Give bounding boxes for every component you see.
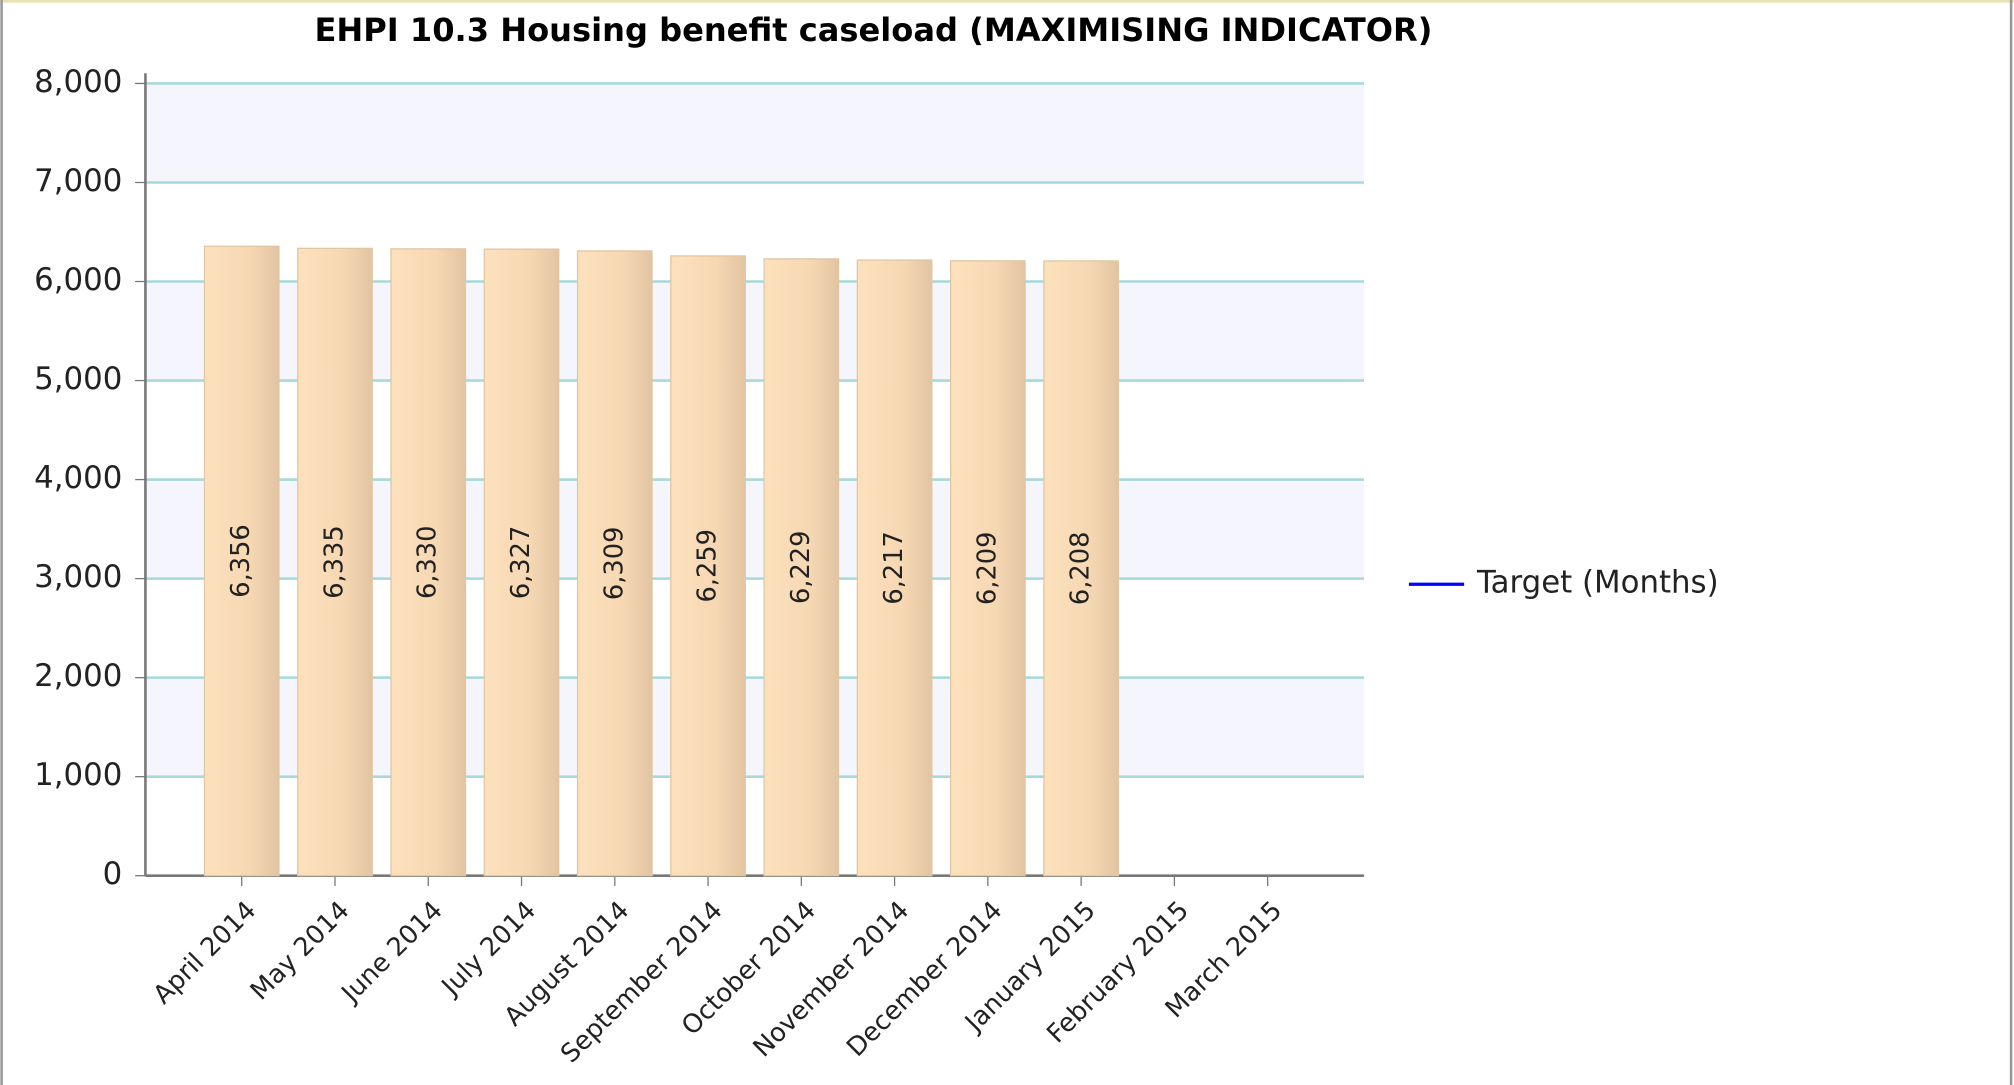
data-label: 6,327 [506,526,536,600]
data-label: 6,259 [693,529,723,603]
y-tick-label: 0 [103,856,123,892]
data-label: 6,330 [413,526,443,600]
bar [949,260,1026,877]
bar [670,255,746,877]
y-tick-label: 3,000 [34,559,122,595]
bar [390,248,467,877]
bar [856,259,933,877]
data-label: 6,217 [879,531,909,605]
bar [1043,260,1120,877]
bar [763,258,840,877]
bar [203,245,280,877]
bar [483,248,560,877]
plot-band [145,83,1364,183]
bar [297,247,373,877]
data-label: 6,335 [319,525,349,599]
y-tick-label: 6,000 [34,262,122,298]
y-tick-label: 5,000 [34,361,122,397]
y-tick-label: 1,000 [34,757,122,793]
legend-label: Target (Months) [1476,565,1719,601]
y-tick-label: 7,000 [34,163,122,199]
y-tick-label: 2,000 [34,658,122,694]
data-label: 6,208 [1066,532,1096,606]
data-label: 6,209 [972,532,1002,606]
bar [576,250,653,877]
data-label: 6,229 [786,531,816,605]
data-label: 6,309 [599,527,629,601]
chart-title: EHPI 10.3 Housing benefit caseload (MAXI… [314,11,1432,49]
y-tick-label: 8,000 [34,64,122,100]
data-label: 6,356 [226,524,256,597]
y-tick-label: 4,000 [34,460,122,496]
